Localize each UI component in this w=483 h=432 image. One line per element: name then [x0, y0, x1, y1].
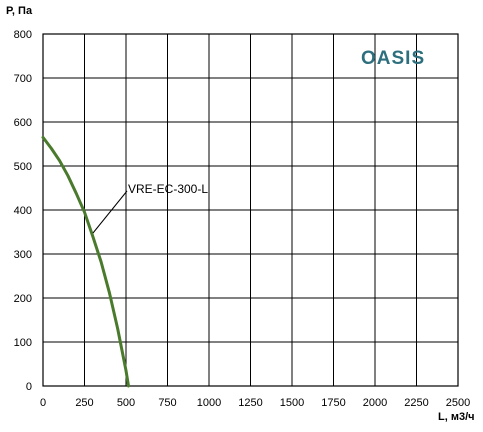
y-tick-label: 400 [14, 205, 32, 217]
x-tick-labels: 0 250 500 750 1000 1250 1500 1750 2000 2250 2500 [40, 397, 470, 409]
y-tick-label: 600 [14, 117, 32, 129]
series-line [41, 135, 130, 388]
y-tick-label: 100 [14, 337, 32, 349]
y-tick-label: 700 [14, 73, 32, 85]
x-tick-label: 2000 [363, 397, 387, 409]
y-tick-label: 200 [14, 293, 32, 305]
y-tick-label: 500 [14, 161, 32, 173]
x-tick-label: 1000 [197, 397, 221, 409]
x-tick-label: 2250 [404, 397, 428, 409]
brand-logo: OASIS [361, 48, 425, 69]
series-label: VRE-EC-300-L [128, 182, 208, 196]
x-axis-label: L, м3/ч [438, 411, 475, 423]
x-tick-label: 1250 [238, 397, 262, 409]
series-lines [41, 135, 130, 388]
x-tick-label: 2500 [446, 397, 470, 409]
grid [42, 33, 459, 387]
x-tick-label: 0 [40, 397, 46, 409]
x-tick-label: 1500 [280, 397, 304, 409]
y-tick-label: 0 [26, 381, 32, 393]
x-tick-label: 1750 [321, 397, 345, 409]
y-tick-label: 300 [14, 249, 32, 261]
series-label-leader [92, 190, 128, 234]
y-tick-label: 800 [14, 29, 32, 41]
x-tick-label: 250 [75, 397, 93, 409]
y-tick-labels: 0 100 200 300 400 500 600 700 800 [14, 29, 32, 393]
x-tick-label: 500 [117, 397, 135, 409]
plot-frame [42, 33, 459, 387]
y-axis-label: P, Па [6, 5, 33, 17]
x-tick-label: 750 [158, 397, 176, 409]
